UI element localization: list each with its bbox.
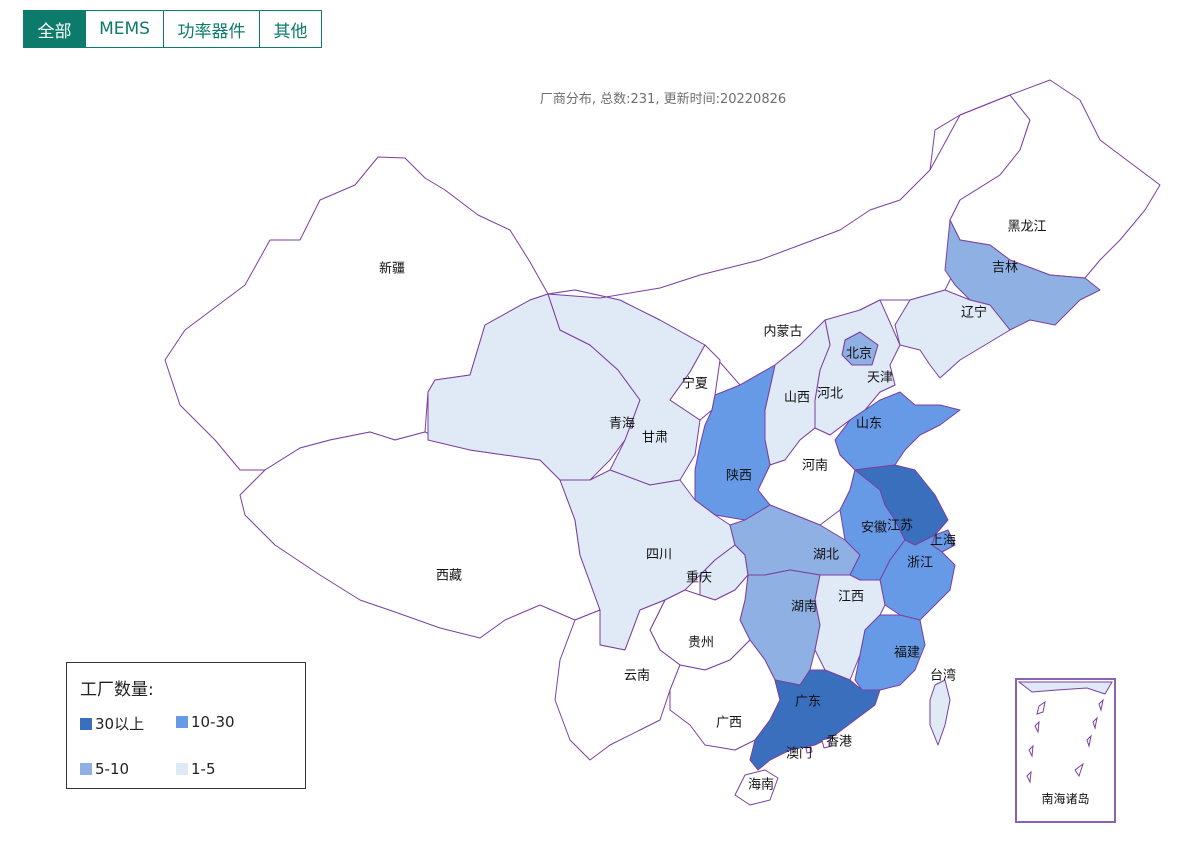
province-label: 辽宁	[961, 305, 987, 321]
legend-item-label: 10-30	[191, 713, 235, 731]
province-label: 北京	[846, 347, 872, 362]
province-label: 海南	[748, 777, 774, 793]
category-tabs: 全部 MEMS 功率器件 其他	[23, 10, 322, 48]
province-label: 陕西	[726, 469, 752, 484]
legend-swatch	[176, 716, 188, 728]
province-label: 云南	[624, 668, 650, 684]
inset-islands	[1017, 681, 1113, 784]
province-label: 上海	[930, 534, 956, 549]
province-label: 广西	[716, 716, 742, 731]
province-qinghai[interactable]	[427, 293, 641, 481]
legend-swatch	[80, 763, 92, 775]
province-label: 安徽	[861, 521, 887, 536]
legend-item-label: 1-5	[191, 760, 216, 778]
province-hainan[interactable]	[734, 769, 779, 806]
legend-item-label: 30以上	[95, 715, 145, 733]
province-label: 河北	[817, 387, 843, 402]
province-label: 青海	[609, 417, 635, 432]
province-shaanxi[interactable]	[694, 364, 776, 521]
province-label: 山东	[856, 417, 882, 432]
province-label: 福建	[894, 646, 920, 661]
province-macau[interactable]	[805, 746, 813, 754]
province-label: 山西	[784, 391, 810, 406]
province-label: 新疆	[379, 261, 405, 277]
province-fujian[interactable]	[854, 614, 926, 691]
province-hongkong[interactable]	[821, 737, 833, 749]
province-label: 宁夏	[682, 376, 708, 392]
province-label: 河南	[802, 458, 828, 474]
legend-item-30-plus[interactable]: 30以上	[80, 713, 144, 734]
province-label: 江西	[838, 590, 864, 605]
province-label: 贵州	[688, 636, 714, 651]
tab-all[interactable]: 全部	[24, 11, 86, 47]
province-label: 江苏	[887, 518, 913, 534]
province-label: 西藏	[436, 569, 462, 584]
map-legend: 工厂数量: 30以上 10-30 5-10 1-5	[66, 662, 306, 789]
tab-power-devices[interactable]: 功率器件	[164, 11, 260, 47]
province-label: 黑龙江	[1007, 220, 1046, 235]
province-zhejiang[interactable]	[879, 534, 956, 621]
province-label: 四川	[646, 548, 672, 563]
legend-item-1-5[interactable]: 1-5	[176, 760, 216, 778]
map-subtitle: 厂商分布, 总数:231, 更新时间:20220826	[539, 92, 787, 107]
province-label: 天津	[867, 371, 893, 386]
tab-mems[interactable]: MEMS	[86, 11, 164, 47]
province-jilin[interactable]	[944, 219, 1101, 331]
legend-item-5-10[interactable]: 5-10	[80, 760, 129, 778]
legend-swatch	[80, 717, 92, 730]
province-label: 湖北	[813, 548, 839, 563]
legend-item-label: 5-10	[95, 760, 130, 778]
legend-item-10-30[interactable]: 10-30	[176, 713, 235, 731]
province-label: 重庆	[686, 570, 712, 586]
province-label: 吉林	[992, 261, 1018, 276]
legend-swatch	[176, 763, 188, 775]
inset-label: 南海诸岛	[1041, 792, 1090, 806]
province-label: 内蒙古	[763, 324, 802, 340]
province-label: 浙江	[907, 556, 933, 571]
south-china-sea-inset: 南海诸岛	[1015, 678, 1116, 823]
province-label: 广东	[795, 695, 821, 710]
province-label: 澳门	[786, 746, 812, 762]
province-label: 台湾	[930, 668, 956, 684]
legend-title: 工厂数量:	[80, 680, 154, 700]
province-taiwan[interactable]	[929, 679, 951, 746]
province-label: 湖南	[791, 599, 817, 615]
province-guangdong[interactable]	[749, 669, 881, 771]
province-label: 香港	[826, 735, 852, 750]
province-label: 甘肃	[642, 431, 668, 446]
tab-other[interactable]: 其他	[260, 11, 321, 47]
